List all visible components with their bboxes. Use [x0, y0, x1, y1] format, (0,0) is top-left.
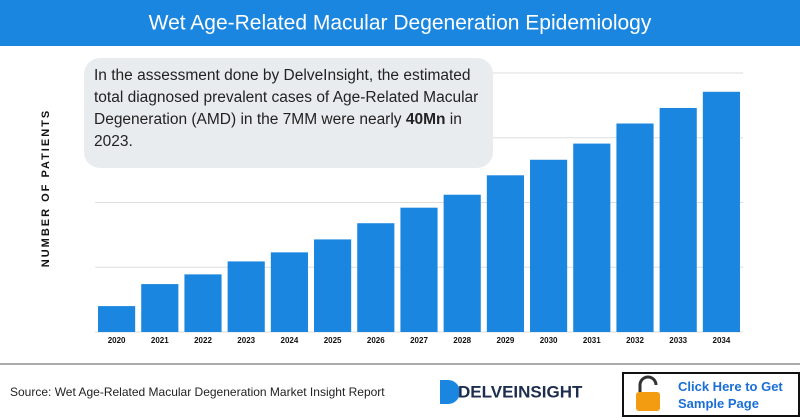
bar	[184, 274, 222, 332]
annotation-text: in 2023.	[94, 111, 462, 150]
bar	[227, 261, 265, 332]
bar	[270, 252, 308, 332]
x-tick-label: 2021	[151, 336, 169, 345]
x-tick-label: 2020	[108, 336, 126, 345]
x-tick-label: 2024	[281, 336, 299, 345]
header-bar	[0, 0, 800, 46]
bar	[314, 239, 352, 332]
lock-icon	[636, 375, 660, 411]
x-tick-label: 2023	[237, 336, 255, 345]
x-tick-label: 2031	[583, 336, 601, 345]
logo: DELVEINSIGHT	[458, 382, 583, 401]
button-text[interactable]: Sample Page	[678, 396, 759, 411]
x-tick-label: 2034	[713, 336, 731, 345]
bar	[98, 306, 136, 332]
bar	[659, 107, 697, 332]
button-text[interactable]: Click Here to Get	[678, 379, 783, 394]
source: Source: Wet Age-Related Macular Degenera…	[10, 385, 385, 399]
x-tick-label: 2027	[410, 336, 428, 345]
bar	[141, 284, 179, 332]
x-tick-label: 2026	[367, 336, 385, 345]
x-tick-label: 2030	[540, 336, 558, 345]
bar	[357, 223, 395, 332]
x-tick-label: 2032	[626, 336, 644, 345]
annotation: In the assessment done by DelveInsight, …	[84, 58, 493, 168]
annotation-text: In the assessment done by DelveInsight, …	[94, 67, 479, 128]
bar	[616, 123, 654, 332]
logo-mark	[440, 380, 460, 404]
x-tick-label: 2033	[669, 336, 687, 345]
bar	[702, 91, 740, 332]
bar	[530, 159, 568, 332]
x-tick-label: 2022	[194, 336, 212, 345]
bar	[400, 207, 438, 332]
x-tick-label: 2029	[497, 336, 515, 345]
bar	[573, 143, 611, 332]
bar	[443, 194, 481, 332]
x-tick-label: 2028	[453, 336, 471, 345]
bar	[486, 175, 524, 332]
sample-button[interactable]: Click Here to Get Sample Page	[622, 372, 800, 417]
y-axis-label: NUMBER OF PATIENTS	[40, 109, 52, 267]
annotation-emphasis: 40Mn	[405, 111, 446, 128]
chart-title: Wet Age-Related Macular Degeneration Epi…	[149, 12, 652, 35]
x-tick-label: 2025	[324, 336, 342, 345]
